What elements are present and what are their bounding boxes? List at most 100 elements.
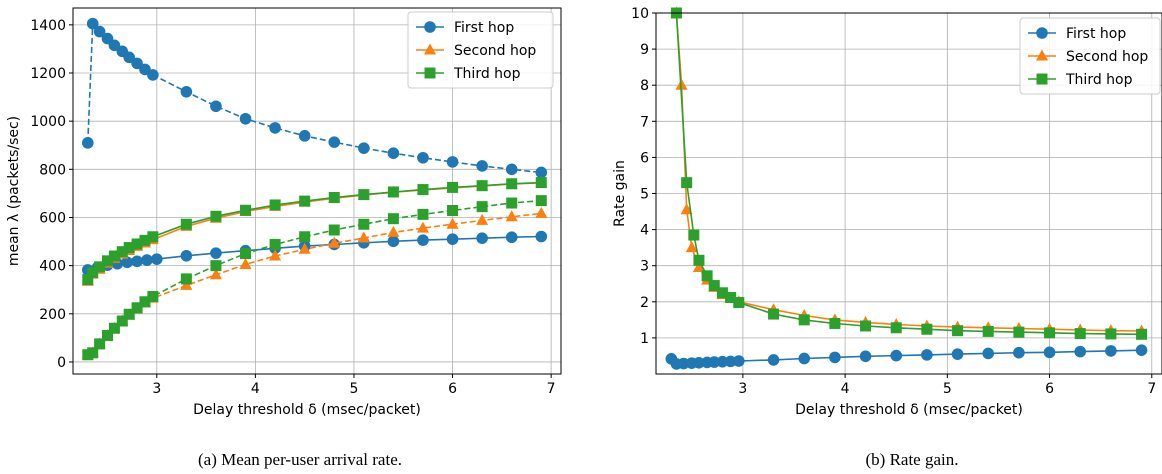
data-point-a-second-dashed [535, 206, 548, 218]
data-point-b-first [951, 348, 964, 360]
data-point-a-third-solid [108, 250, 120, 262]
data-point-b-third [860, 320, 872, 332]
data-point-b-third [708, 280, 720, 292]
data-point-a-second-dashed [416, 221, 429, 233]
x-axis-label: Delay threshold δ (msec/packet) [795, 402, 1023, 418]
x-tick-label: 5 [350, 381, 359, 397]
data-point-a-third-solid [82, 274, 94, 286]
data-point-b-third [693, 254, 705, 266]
data-point-a-third-dashed [506, 197, 518, 209]
data-point-a-first-dashed [147, 69, 159, 81]
data-point-a-second-dashed [505, 210, 518, 222]
y-axis-label: Rate gain [612, 160, 628, 227]
data-point-a-third-solid [417, 184, 429, 196]
legend-box [407, 11, 554, 89]
data-point-a-third-dashed [131, 302, 143, 314]
legend-marker [424, 21, 436, 33]
data-point-b-third [688, 229, 700, 241]
data-point-a-first-dashed [131, 57, 143, 70]
data-point-a-first-solid [131, 255, 143, 268]
data-point-a-second-dashed [209, 268, 222, 280]
data-point-b-first [767, 354, 780, 366]
data-point-b-first [693, 357, 705, 369]
data-point-a-first-solid [210, 247, 222, 259]
data-point-a-third-solid [87, 266, 99, 278]
data-point-a-second-dashed [180, 278, 193, 290]
data-point-b-third [829, 317, 841, 329]
data-point-a-third-dashed [447, 205, 459, 217]
data-point-b-first [1013, 346, 1025, 359]
data-point-a-first-solid [387, 235, 400, 248]
legend: First hop Second hop Third hop [407, 11, 554, 89]
data-point-a-third-dashed [269, 238, 281, 250]
data-point-b-first [724, 355, 737, 368]
y-tick-label: 1400 [30, 18, 66, 34]
data-point-b-first [890, 349, 903, 362]
legend-label: First hop [1066, 26, 1126, 42]
data-point-a-first-dashed [387, 147, 400, 159]
data-point-b-third [1044, 327, 1056, 339]
data-point-a-third-solid [358, 189, 370, 201]
data-point-b-third [716, 287, 728, 299]
data-point-a-first-solid [141, 254, 153, 266]
data-point-b-second [680, 203, 693, 215]
data-point-b-first [921, 349, 933, 361]
data-point-b-third [1013, 326, 1025, 338]
data-point-a-third-dashed [116, 315, 128, 327]
data-point-b-third [733, 297, 745, 309]
series-group [665, 6, 1148, 370]
data-point-a-third-dashed [102, 329, 114, 341]
data-point-a-first-solid [505, 231, 518, 244]
series-a-first-dashed [81, 17, 548, 179]
y-tick-label: 800 [39, 162, 66, 178]
data-point-a-third-solid [123, 242, 135, 254]
x-tick-label: 7 [547, 381, 556, 397]
data-point-a-third-solid [506, 178, 518, 190]
data-point-b-first [677, 357, 690, 370]
figure-caption: (b) Rate gain. [866, 450, 959, 469]
data-point-a-first-dashed [210, 100, 222, 113]
data-point-a-second-dashed [298, 242, 311, 254]
data-point-a-third-dashed [299, 231, 311, 243]
data-point-a-third-solid [102, 255, 114, 267]
data-point-a-first-solid [476, 232, 488, 244]
data-point-a-third-solid [240, 204, 252, 216]
data-point-a-third-dashed [210, 260, 222, 272]
y-tick-label: 4 [640, 223, 649, 239]
series-b-third [670, 7, 1148, 340]
legend-marker [424, 67, 436, 79]
data-point-b-third [681, 177, 693, 189]
data-point-a-third-dashed [358, 218, 370, 230]
y-tick-label: 600 [39, 210, 66, 226]
data-point-a-second-dashed [269, 249, 282, 261]
data-point-a-first-dashed [269, 122, 281, 134]
data-point-a-first-dashed [358, 142, 370, 154]
series-group [81, 17, 548, 361]
y-axis-label: mean λ (packets/sec) [6, 116, 22, 266]
data-point-a-first-solid [535, 230, 548, 243]
data-point-a-third-solid [210, 210, 222, 222]
ticks: 3 4 5 6 7 0 200 400 600 800 1000 1200 1400 [30, 18, 555, 397]
data-point-a-third-solid [328, 192, 340, 204]
y-tick-label: 9 [640, 42, 649, 58]
data-point-a-first-solid [180, 249, 193, 262]
data-point-a-first-dashed [328, 136, 341, 148]
data-point-b-third [798, 314, 810, 326]
data-point-a-first-dashed [298, 130, 311, 142]
legend: First hop Second hop Third hop [1019, 17, 1161, 95]
data-point-a-first-dashed [417, 151, 429, 164]
data-point-b-second [685, 241, 698, 253]
data-point-b-first [733, 355, 745, 367]
y-tick-label: 7 [640, 114, 649, 130]
x-tick-label: 6 [448, 381, 457, 397]
y-tick-label: 2 [640, 295, 649, 311]
y-tick-label: 0 [57, 355, 66, 371]
legend-marker [424, 43, 436, 55]
series-a-second-dashed [81, 206, 548, 360]
data-point-a-first-dashed [123, 51, 135, 64]
legend-box [1019, 17, 1161, 95]
data-point-a-third-solid [180, 218, 192, 230]
data-point-a-third-dashed [417, 208, 429, 220]
series-line-b-third [675, 12, 1142, 336]
